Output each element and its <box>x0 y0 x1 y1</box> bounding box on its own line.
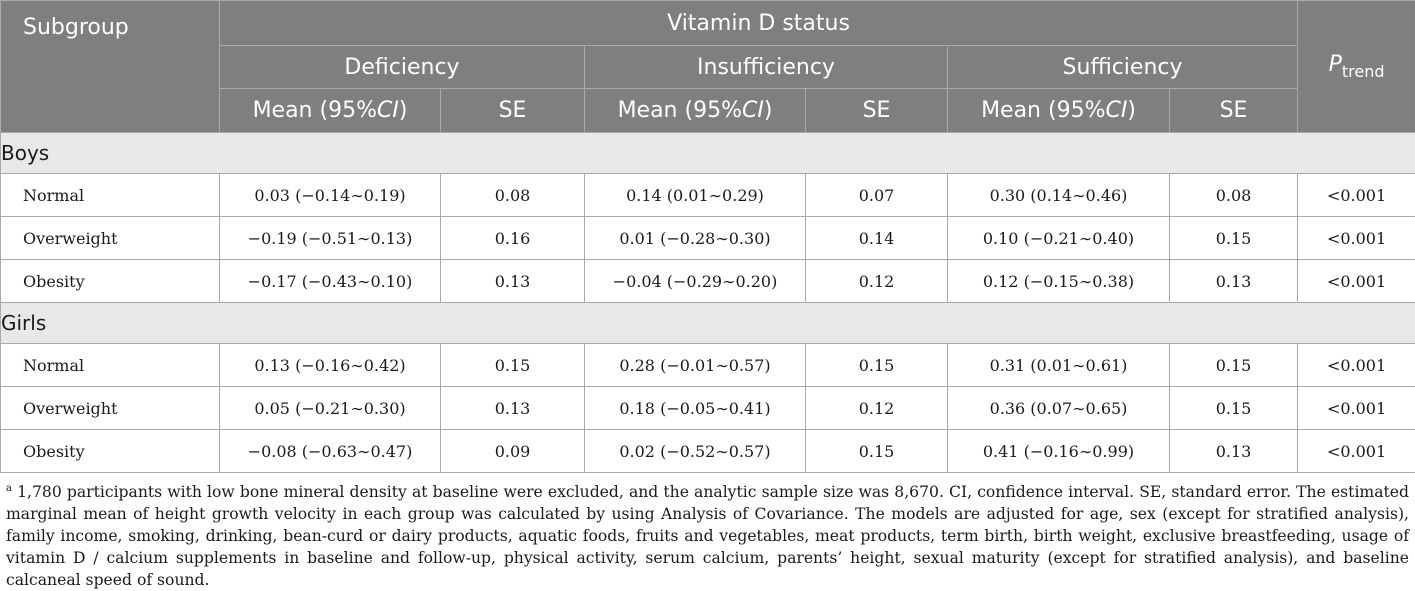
p-trend-cell: <0.001 <box>1298 430 1415 473</box>
mean-ci-header: Mean (95%CI) <box>220 89 441 133</box>
footnote-marker: a <box>6 483 12 494</box>
sufficiency-se-cell: 0.15 <box>1170 387 1298 430</box>
insufficiency-se-cell: 0.15 <box>806 430 948 473</box>
subgroup-cell: Overweight <box>1 217 220 260</box>
subgroup-cell: Normal <box>1 174 220 217</box>
table-row: Overweight 0.05 (−0.21∼0.30) 0.13 0.18 (… <box>1 387 1415 430</box>
deficiency-header: Deficiency <box>220 46 585 89</box>
sufficiency-se-cell: 0.15 <box>1170 344 1298 387</box>
sufficiency-se-cell: 0.08 <box>1170 174 1298 217</box>
insufficiency-se-cell: 0.12 <box>806 260 948 303</box>
subgroup-header: Subgroup <box>1 1 220 133</box>
insufficiency-mean-cell: 0.18 (−0.05∼0.41) <box>585 387 806 430</box>
insufficiency-mean-cell: 0.28 (−0.01∼0.57) <box>585 344 806 387</box>
deficiency-se-cell: 0.16 <box>441 217 585 260</box>
table-footnote: a 1,780 participants with low bone miner… <box>0 473 1415 591</box>
vitamin-d-status-header: Vitamin D status <box>220 1 1298 46</box>
se-header: SE <box>806 89 948 133</box>
table-row: Obesity −0.17 (−0.43∼0.10) 0.13 −0.04 (−… <box>1 260 1415 303</box>
footnote-text: 1,780 participants with low bone mineral… <box>6 483 1409 589</box>
insufficiency-se-cell: 0.07 <box>806 174 948 217</box>
insufficiency-se-cell: 0.15 <box>806 344 948 387</box>
insufficiency-header: Insufficiency <box>585 46 948 89</box>
deficiency-se-cell: 0.08 <box>441 174 585 217</box>
subgroup-cell: Obesity <box>1 260 220 303</box>
se-header: SE <box>1170 89 1298 133</box>
sufficiency-mean-cell: 0.10 (−0.21∼0.40) <box>948 217 1170 260</box>
subgroup-cell: Obesity <box>1 430 220 473</box>
deficiency-mean-cell: −0.08 (−0.63∼0.47) <box>220 430 441 473</box>
p-label: P <box>1329 52 1342 77</box>
table-row: Overweight −0.19 (−0.51∼0.13) 0.16 0.01 … <box>1 217 1415 260</box>
insufficiency-mean-cell: 0.02 (−0.52∼0.57) <box>585 430 806 473</box>
mean-ci-header: Mean (95%CI) <box>948 89 1170 133</box>
subgroup-cell: Overweight <box>1 387 220 430</box>
insufficiency-mean-cell: 0.14 (0.01∼0.29) <box>585 174 806 217</box>
p-subscript: trend <box>1342 62 1385 81</box>
p-trend-cell: <0.001 <box>1298 174 1415 217</box>
insufficiency-se-cell: 0.12 <box>806 387 948 430</box>
p-trend-cell: <0.001 <box>1298 260 1415 303</box>
deficiency-mean-cell: −0.17 (−0.43∼0.10) <box>220 260 441 303</box>
sufficiency-header: Sufficiency <box>948 46 1298 89</box>
insufficiency-se-cell: 0.14 <box>806 217 948 260</box>
p-trend-cell: <0.001 <box>1298 217 1415 260</box>
table-row: Normal 0.03 (−0.14∼0.19) 0.08 0.14 (0.01… <box>1 174 1415 217</box>
group-label-girls: Girls <box>1 303 1415 344</box>
sufficiency-se-cell: 0.13 <box>1170 260 1298 303</box>
insufficiency-mean-cell: 0.01 (−0.28∼0.30) <box>585 217 806 260</box>
group-label-boys: Boys <box>1 133 1415 174</box>
p-trend-cell: <0.001 <box>1298 387 1415 430</box>
deficiency-se-cell: 0.09 <box>441 430 585 473</box>
insufficiency-mean-cell: −0.04 (−0.29∼0.20) <box>585 260 806 303</box>
se-header: SE <box>441 89 585 133</box>
mean-ci-header: Mean (95%CI) <box>585 89 806 133</box>
deficiency-mean-cell: −0.19 (−0.51∼0.13) <box>220 217 441 260</box>
sufficiency-mean-cell: 0.41 (−0.16∼0.99) <box>948 430 1170 473</box>
deficiency-mean-cell: 0.13 (−0.16∼0.42) <box>220 344 441 387</box>
deficiency-mean-cell: 0.03 (−0.14∼0.19) <box>220 174 441 217</box>
sufficiency-mean-cell: 0.36 (0.07∼0.65) <box>948 387 1170 430</box>
p-trend-cell: <0.001 <box>1298 344 1415 387</box>
deficiency-se-cell: 0.13 <box>441 387 585 430</box>
results-table: Subgroup Vitamin D status Ptrend Deficie… <box>0 0 1415 473</box>
table-row: Normal 0.13 (−0.16∼0.42) 0.15 0.28 (−0.0… <box>1 344 1415 387</box>
sufficiency-mean-cell: 0.30 (0.14∼0.46) <box>948 174 1170 217</box>
sufficiency-se-cell: 0.15 <box>1170 217 1298 260</box>
subgroup-cell: Normal <box>1 344 220 387</box>
table-row: Obesity −0.08 (−0.63∼0.47) 0.09 0.02 (−0… <box>1 430 1415 473</box>
sufficiency-mean-cell: 0.12 (−0.15∼0.38) <box>948 260 1170 303</box>
sufficiency-mean-cell: 0.31 (0.01∼0.61) <box>948 344 1170 387</box>
deficiency-se-cell: 0.15 <box>441 344 585 387</box>
p-trend-header: Ptrend <box>1298 1 1415 133</box>
sufficiency-se-cell: 0.13 <box>1170 430 1298 473</box>
deficiency-se-cell: 0.13 <box>441 260 585 303</box>
deficiency-mean-cell: 0.05 (−0.21∼0.30) <box>220 387 441 430</box>
